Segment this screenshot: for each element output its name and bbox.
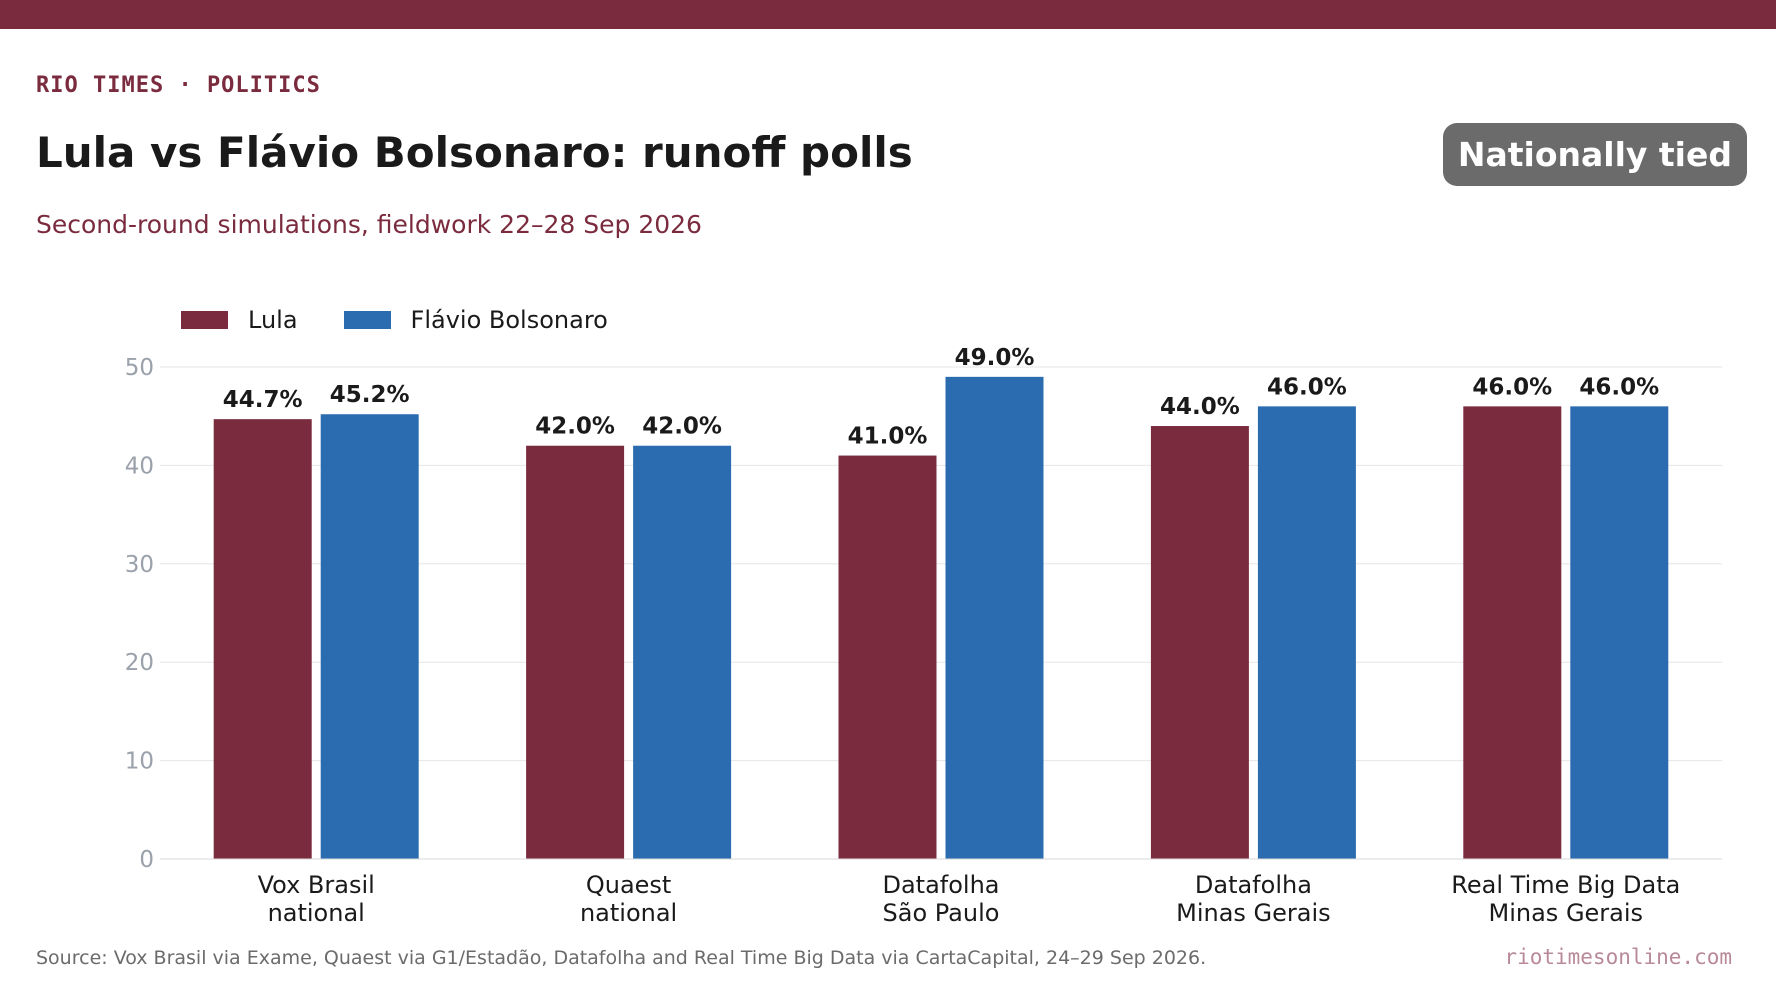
- data-label: 45.2%: [330, 382, 410, 408]
- bar-flavio: [633, 445, 732, 859]
- data-label: 42.0%: [535, 414, 615, 440]
- x-tick-label: national: [268, 899, 365, 927]
- page-title: Lula vs Flávio Bolsonaro: runoff polls: [36, 128, 913, 177]
- data-label: 42.0%: [642, 414, 722, 440]
- chart-legend: Lula Flávio Bolsonaro: [181, 306, 654, 334]
- bar-flavio: [1257, 406, 1356, 859]
- data-label: 46.0%: [1579, 374, 1659, 400]
- data-label: 44.0%: [1160, 394, 1240, 420]
- bar-lula: [213, 419, 312, 859]
- bar-lula: [1150, 426, 1249, 859]
- bar-lula: [526, 445, 625, 859]
- y-tick-label: 0: [139, 847, 154, 873]
- y-tick-label: 30: [125, 552, 154, 578]
- section-kicker: RIO TIMES · POLITICS: [36, 73, 321, 98]
- data-label: 44.7%: [223, 387, 303, 413]
- y-tick-label: 50: [125, 355, 154, 381]
- legend-label-flavio: Flávio Bolsonaro: [410, 306, 608, 334]
- bar-flavio: [945, 376, 1044, 859]
- x-tick-label: national: [580, 899, 677, 927]
- x-tick-label: São Paulo: [883, 899, 1000, 927]
- bar-flavio: [1570, 406, 1669, 859]
- y-tick-label: 40: [125, 453, 154, 479]
- legend-label-lula: Lula: [248, 306, 298, 334]
- x-tick-label: Datafolha: [882, 871, 999, 899]
- top-brand-band: [0, 0, 1776, 29]
- y-tick-label: 10: [125, 749, 154, 775]
- data-label: 49.0%: [955, 345, 1035, 371]
- legend-swatch-flavio: [343, 311, 391, 329]
- x-tick-label: Vox Brasil: [258, 871, 375, 899]
- x-tick-label: Minas Gerais: [1489, 899, 1644, 927]
- data-label: 46.0%: [1267, 374, 1347, 400]
- site-url: riotimesonline.com: [1504, 945, 1732, 969]
- legend-item-lula: Lula: [181, 306, 298, 334]
- x-tick-label: Minas Gerais: [1176, 899, 1331, 927]
- page-subtitle: Second-round simulations, fieldwork 22–2…: [36, 210, 702, 239]
- bar-flavio: [320, 414, 419, 859]
- x-tick-label: Datafolha: [1195, 871, 1312, 899]
- data-label: 46.0%: [1472, 374, 1552, 400]
- source-note: Source: Vox Brasil via Exame, Quaest via…: [36, 947, 1207, 969]
- legend-swatch-lula: [181, 311, 228, 329]
- bar-lula: [1463, 406, 1562, 859]
- status-badge: Nationally tied: [1442, 123, 1747, 186]
- legend-item-flavio: Flávio Bolsonaro: [343, 306, 608, 334]
- bar-lula: [838, 455, 937, 859]
- x-tick-label: Quaest: [586, 871, 672, 899]
- y-tick-label: 20: [125, 650, 154, 676]
- x-tick-label: Real Time Big Data: [1451, 871, 1680, 899]
- data-label: 41.0%: [848, 424, 928, 450]
